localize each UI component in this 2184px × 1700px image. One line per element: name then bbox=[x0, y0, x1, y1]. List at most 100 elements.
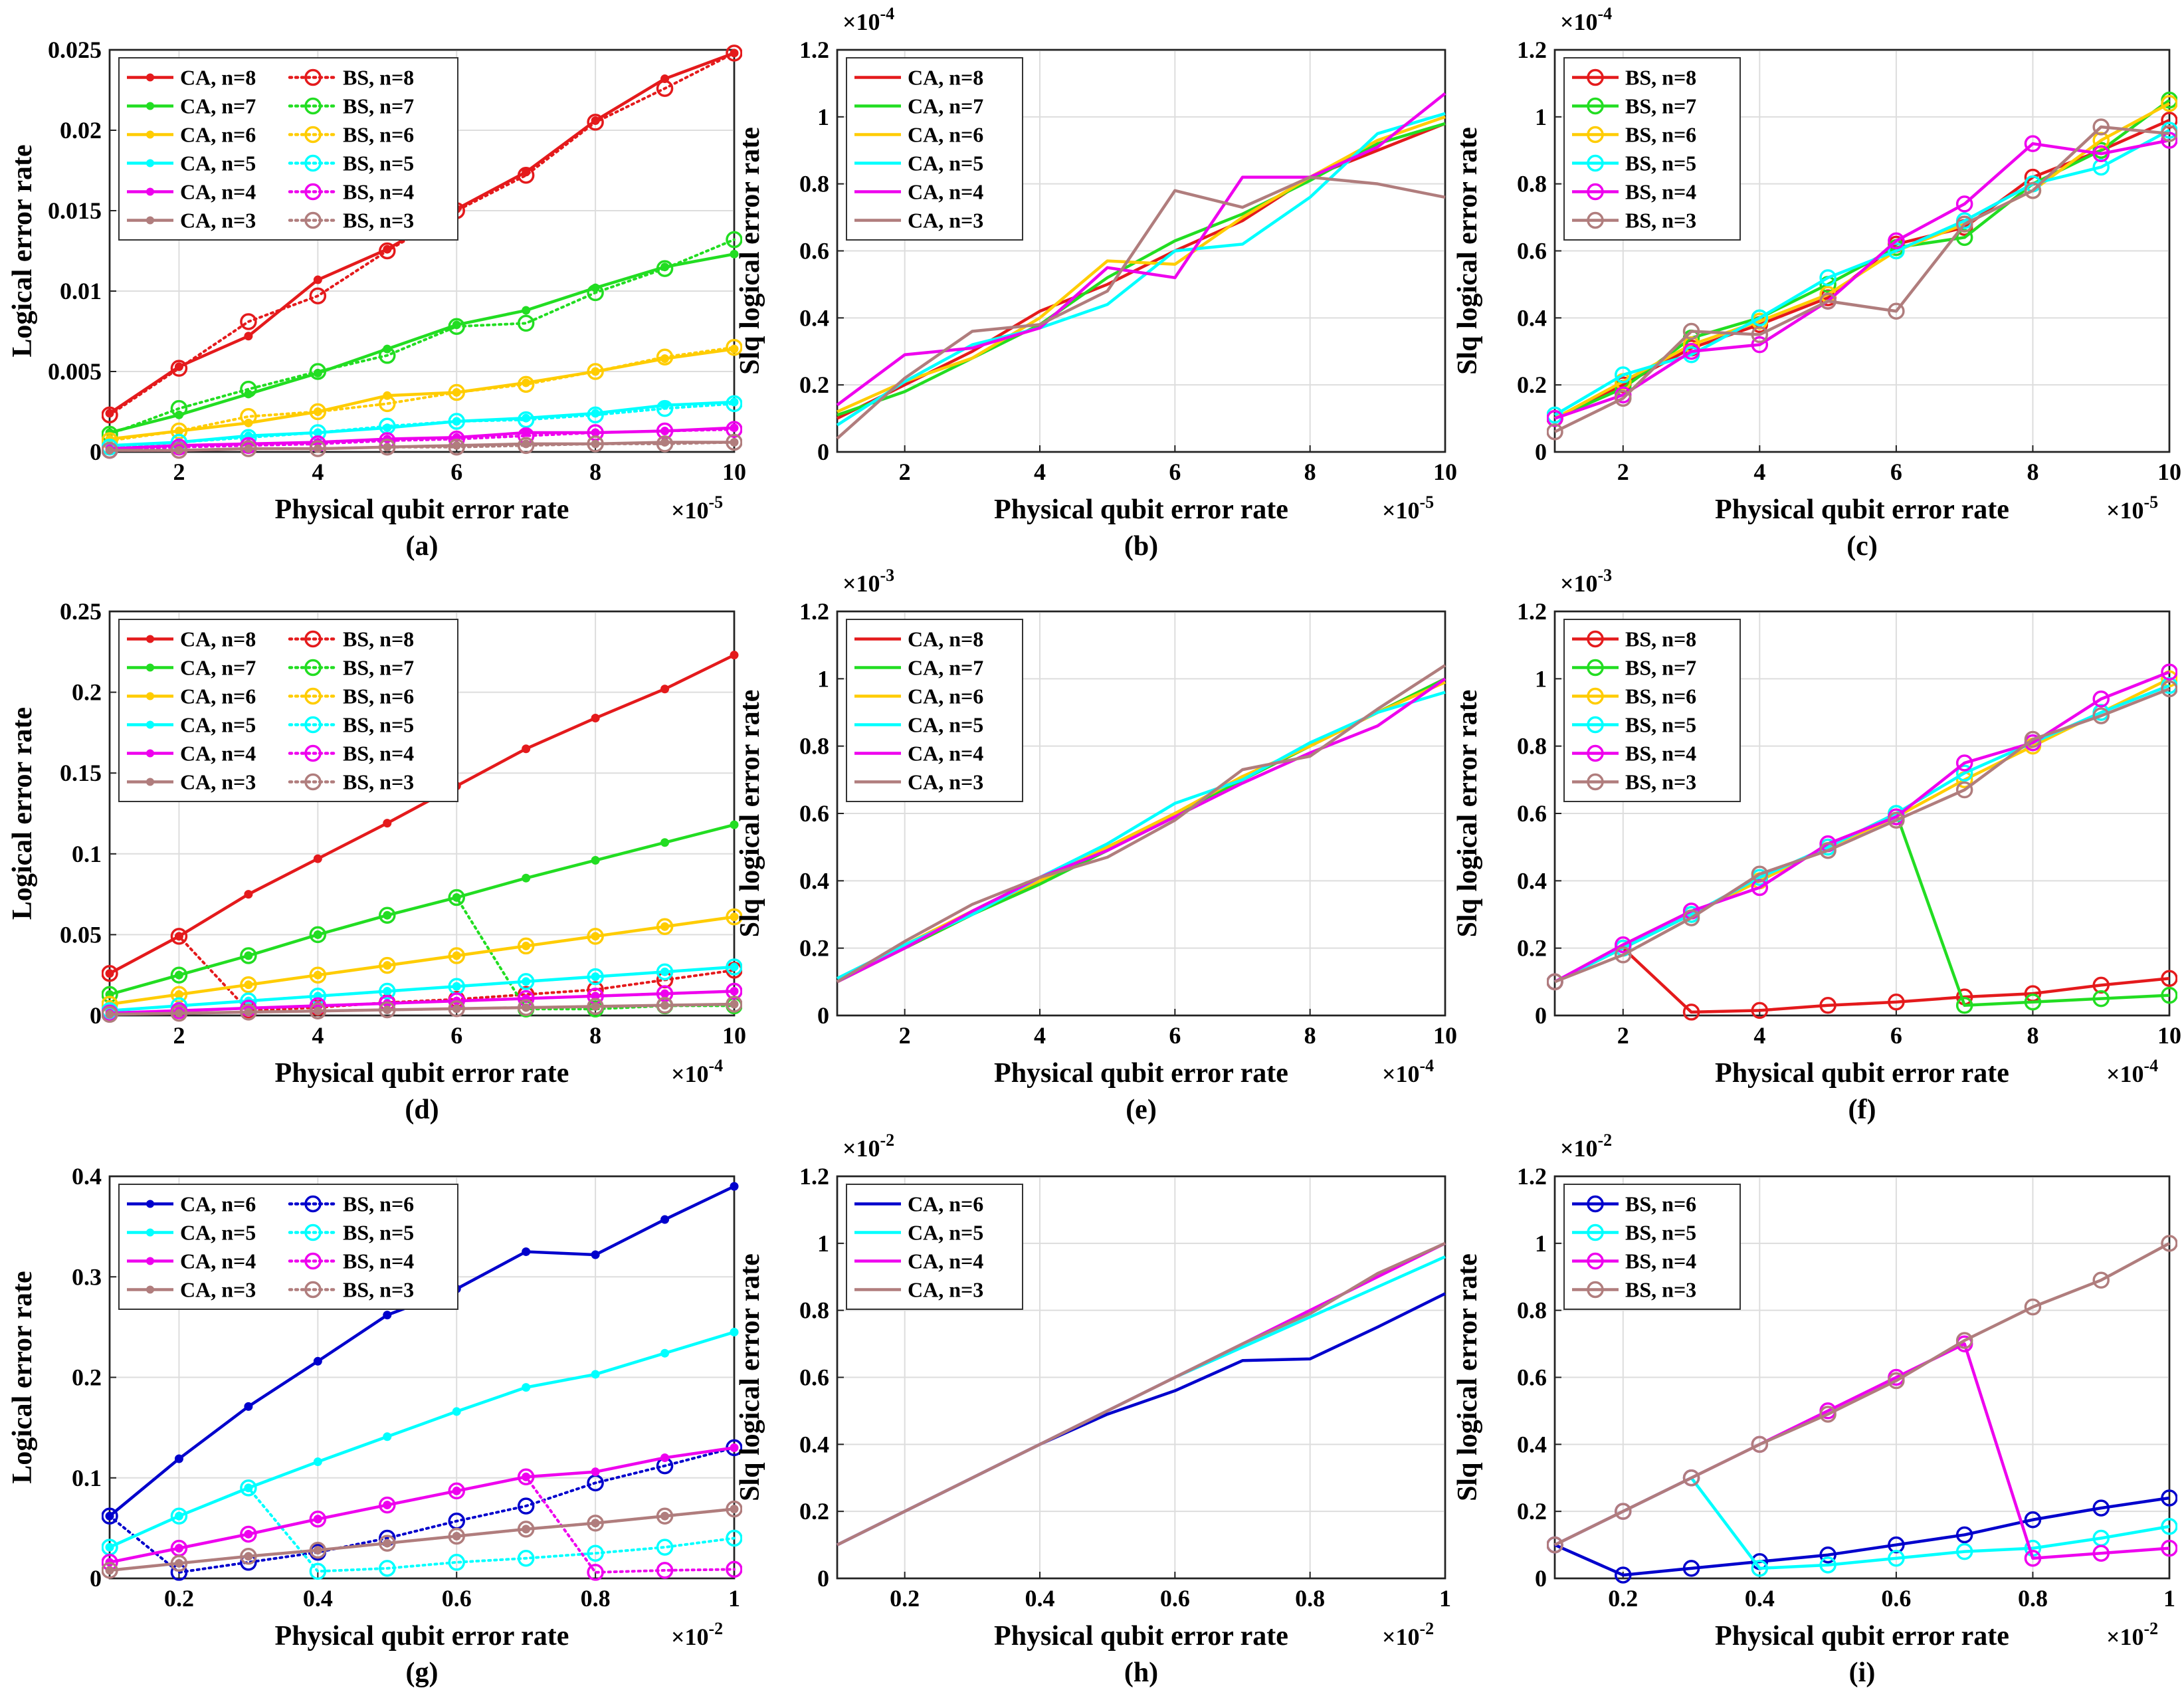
data-point bbox=[517, 999, 535, 1016]
series-line bbox=[108, 966, 736, 1012]
data-point bbox=[1888, 1372, 1905, 1390]
data-point bbox=[730, 1443, 739, 1452]
series-line bbox=[836, 112, 1446, 427]
data-point bbox=[240, 1479, 257, 1497]
y-exponent: ×10-3 bbox=[1560, 566, 1612, 597]
data-point bbox=[1751, 865, 1769, 883]
data-point bbox=[240, 1004, 257, 1021]
data-point bbox=[240, 976, 257, 994]
y-tick-label: 0.2 bbox=[799, 372, 829, 398]
y-axis-label: Logical error rate bbox=[7, 1271, 38, 1483]
series-line bbox=[836, 92, 1446, 407]
data-point bbox=[379, 1535, 396, 1552]
y-tick-label: 0.6 bbox=[799, 1364, 829, 1391]
y-tick-label: 1.2 bbox=[1517, 1163, 1547, 1190]
data-point bbox=[730, 651, 739, 660]
series-line bbox=[108, 402, 736, 449]
x-tick-label: 10 bbox=[1433, 1022, 1457, 1049]
data-point bbox=[2092, 158, 2110, 176]
legend-marker bbox=[146, 130, 154, 139]
x-exponent: ×10-5 bbox=[2106, 492, 2158, 524]
legend-label: CA, n=7 bbox=[180, 94, 256, 118]
x-axis-label: Physical qubit error rate bbox=[275, 1058, 569, 1089]
data-point bbox=[587, 998, 604, 1015]
data-point bbox=[170, 1507, 188, 1525]
data-point bbox=[1615, 1503, 1632, 1520]
legend-label: BS, n=5 bbox=[1625, 1221, 1696, 1245]
y-axis-label: Slq logical error rate bbox=[735, 690, 765, 938]
y-tick-label: 0.2 bbox=[72, 679, 102, 706]
legend-marker bbox=[304, 97, 322, 115]
x-tick-label: 4 bbox=[1034, 459, 1046, 485]
series-line bbox=[1554, 687, 2170, 984]
legend-label: CA, n=4 bbox=[180, 1249, 256, 1273]
y-tick-label: 0.25 bbox=[60, 598, 102, 625]
y-tick-label: 0.3 bbox=[72, 1263, 102, 1290]
data-point bbox=[383, 1432, 392, 1441]
data-point bbox=[309, 440, 327, 457]
data-point bbox=[517, 973, 535, 990]
x-tick-label: 10 bbox=[1433, 459, 1457, 485]
legend-label: CA, n=4 bbox=[908, 1249, 983, 1273]
legend-marker bbox=[146, 663, 154, 672]
data-point bbox=[587, 968, 604, 986]
data-point bbox=[309, 403, 327, 421]
legend-label: BS, n=7 bbox=[343, 656, 414, 680]
series-line bbox=[1553, 671, 2170, 984]
legend-label: CA, n=3 bbox=[908, 770, 983, 794]
x-tick-label: 0.2 bbox=[1608, 1585, 1638, 1612]
x-axis-label: Physical qubit error rate bbox=[994, 1058, 1288, 1089]
y-tick-label: 1.2 bbox=[1517, 37, 1547, 63]
data-point bbox=[1888, 1536, 1905, 1554]
legend-label: BS, n=3 bbox=[343, 209, 414, 233]
x-exponent: ×10-5 bbox=[1382, 492, 1434, 524]
data-point bbox=[726, 338, 742, 356]
legend-label: CA, n=4 bbox=[908, 742, 983, 766]
legend-box bbox=[846, 619, 1023, 802]
data-point bbox=[240, 313, 257, 330]
x-tick-label: 0.2 bbox=[164, 1585, 194, 1612]
y-exponent-power: -3 bbox=[880, 566, 895, 585]
panel-d: 2 4 6 8 10 0 0.05 0.1 0.15 0.2 0.25 ×10-4 Physical q… bbox=[7, 598, 746, 1125]
data-point bbox=[726, 1560, 742, 1578]
data-point bbox=[1819, 841, 1837, 859]
panel-caption: (h) bbox=[1124, 1657, 1158, 1688]
series-line bbox=[837, 1241, 1446, 1546]
plot-frame-f bbox=[1553, 610, 2171, 1017]
legend-marker bbox=[304, 744, 322, 762]
y-tick-label: 0.2 bbox=[1517, 1498, 1547, 1525]
y-tick-label: 0.8 bbox=[1517, 733, 1547, 760]
x-tick-label: 4 bbox=[1753, 459, 1765, 485]
data-point bbox=[517, 167, 535, 184]
legend-marker bbox=[1587, 630, 1604, 648]
data-point bbox=[1615, 389, 1632, 407]
data-point bbox=[2092, 1544, 2110, 1562]
data-point bbox=[240, 1547, 257, 1565]
data-point bbox=[1751, 1560, 1769, 1577]
data-point bbox=[591, 1250, 600, 1259]
data-point bbox=[2161, 1235, 2177, 1252]
legend-marker bbox=[1587, 1223, 1604, 1241]
legend-marker bbox=[1587, 154, 1604, 172]
plot-frame-i bbox=[1553, 1175, 2171, 1580]
y-tick-label: 0.6 bbox=[1517, 800, 1547, 827]
series-group bbox=[837, 1241, 1446, 1546]
y-tick-label: 0.01 bbox=[60, 278, 102, 304]
data-point bbox=[726, 958, 742, 976]
data-point bbox=[517, 1468, 535, 1485]
legend-label: BS, n=6 bbox=[1625, 123, 1696, 147]
legend-label: BS, n=6 bbox=[343, 1192, 414, 1216]
y-tick-label: 0.8 bbox=[799, 1297, 829, 1324]
x-tick-label: 0.8 bbox=[1295, 1585, 1325, 1612]
data-point bbox=[240, 380, 257, 398]
x-exponent-base: ×10 bbox=[1382, 1624, 1420, 1650]
legend-box bbox=[1563, 619, 1741, 802]
legend-marker bbox=[304, 687, 322, 705]
x-tick-label: 10 bbox=[722, 459, 746, 485]
x-tick-label: 6 bbox=[1169, 1022, 1181, 1049]
data-point bbox=[102, 1006, 118, 1023]
data-point bbox=[2161, 680, 2177, 698]
x-tick-label: 8 bbox=[589, 1022, 601, 1049]
legend-marker bbox=[146, 692, 154, 700]
data-point bbox=[1682, 1469, 1700, 1487]
